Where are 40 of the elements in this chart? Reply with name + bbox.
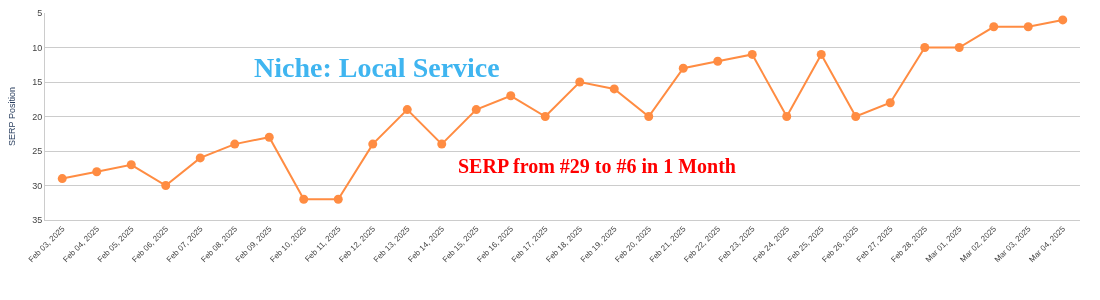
point — [644, 112, 654, 121]
y-tick-label: 20 — [32, 111, 43, 122]
point — [161, 181, 171, 190]
y-tick-label: 15 — [32, 77, 43, 88]
point — [816, 49, 826, 59]
point — [368, 139, 378, 149]
point — [57, 174, 67, 184]
point — [1023, 22, 1033, 32]
point — [851, 112, 861, 121]
point — [920, 43, 930, 52]
y-tick-label: 10 — [32, 42, 43, 53]
point — [437, 139, 447, 149]
point — [333, 194, 343, 204]
point — [1058, 15, 1068, 25]
point — [885, 98, 895, 108]
point — [264, 132, 274, 142]
y-tick-label: 35 — [32, 215, 43, 226]
point — [989, 22, 999, 32]
y-tick-label: 5 — [37, 8, 43, 19]
point — [747, 49, 757, 59]
point — [782, 112, 792, 121]
point — [92, 167, 102, 177]
y-tick-label: 30 — [32, 180, 43, 191]
point — [195, 153, 205, 163]
y-axis-title: SERP Position — [6, 87, 17, 146]
point — [471, 105, 481, 115]
point — [575, 77, 585, 87]
point — [506, 91, 516, 101]
point — [126, 160, 136, 170]
point — [402, 105, 412, 115]
point — [230, 139, 240, 149]
point — [540, 112, 550, 121]
point — [678, 63, 688, 73]
y-tick-label: 25 — [32, 146, 43, 157]
annotation: SERP from #29 to #6 in 1 Month — [458, 155, 736, 177]
point — [299, 194, 309, 204]
point — [713, 56, 723, 66]
point — [609, 84, 619, 94]
point — [954, 43, 964, 52]
annotation: Niche: Local Service — [254, 52, 500, 83]
